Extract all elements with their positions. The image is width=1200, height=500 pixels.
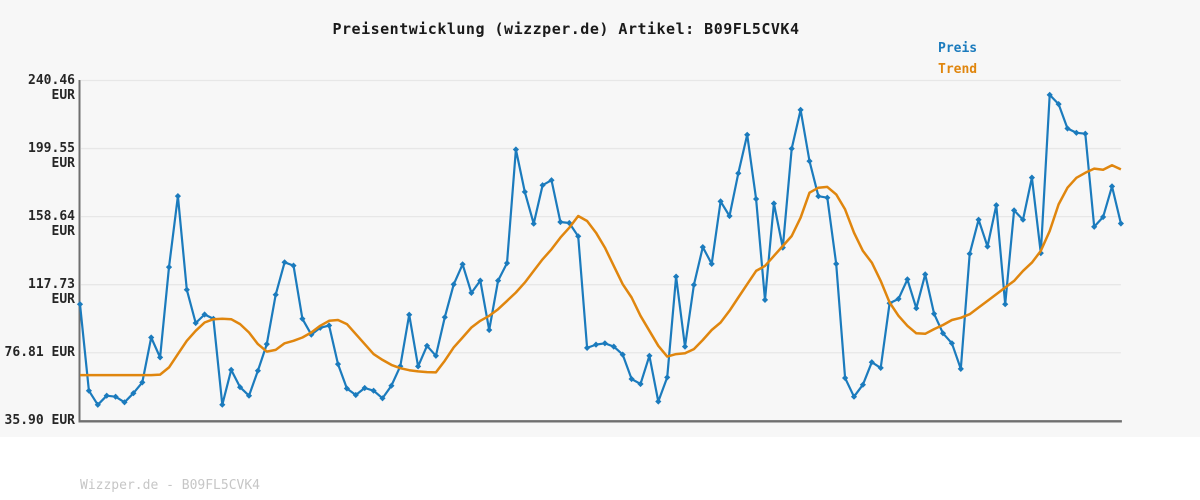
price-markers (76, 91, 1124, 408)
y-tick-label: 117.73 EUR (28, 276, 75, 307)
y-tick-label: 240.46 EUR (28, 72, 75, 103)
y-tick-label: 199.55 EUR (28, 140, 75, 171)
y-tick-label: 158.64 EUR (28, 208, 75, 239)
legend-item-trend: Trend (938, 62, 978, 77)
price-line (78, 93, 1122, 406)
footer-watermark: Wizzper.de - B09FL5CVK4 (80, 478, 261, 493)
chart-title: Preisentwicklung (wizzper.de) Artikel: B… (332, 20, 800, 38)
y-tick-label: 76.81 EUR (4, 344, 75, 360)
y-tick-label: 35.90 EUR (4, 412, 75, 428)
chart-canvas-background (0, 0, 1200, 437)
trend-line (80, 164, 1122, 377)
legend-item-preis: Preis (938, 41, 978, 56)
chart-legend: Preis Trend (938, 38, 977, 80)
